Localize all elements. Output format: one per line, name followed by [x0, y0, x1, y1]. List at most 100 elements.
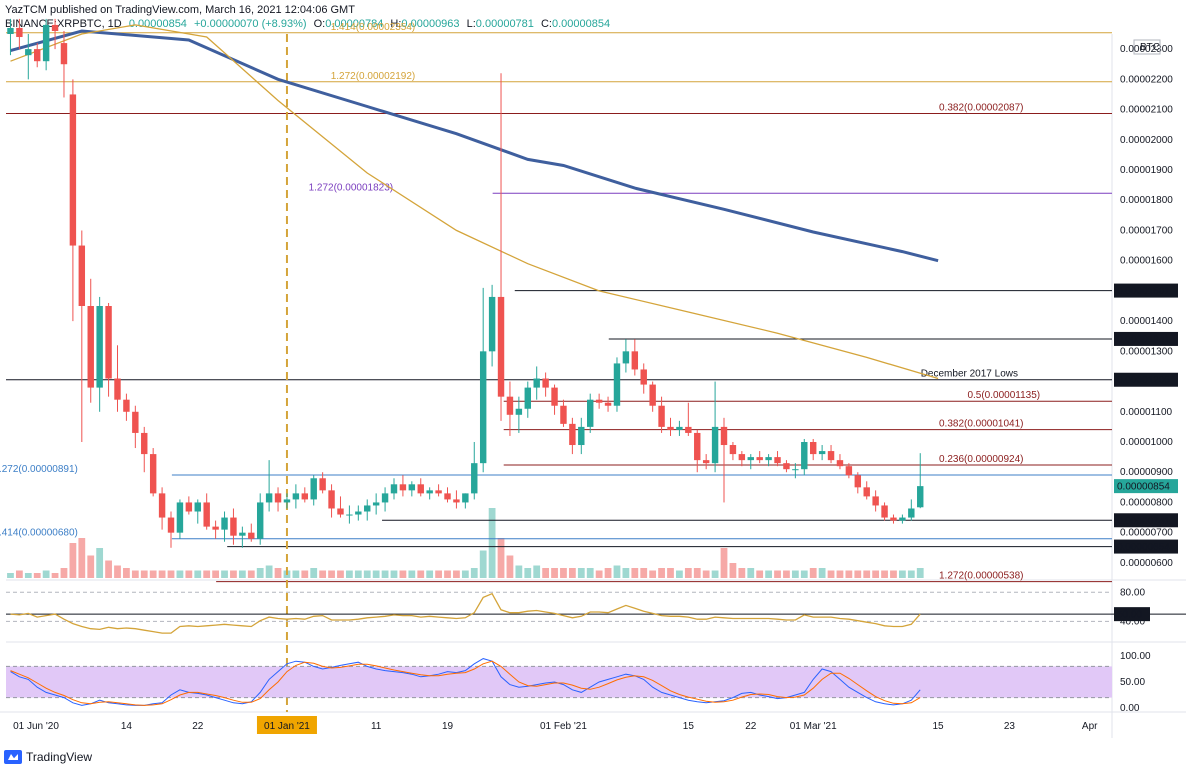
level-label: 1.414(0.00000680) [0, 528, 78, 539]
volume-bar [774, 570, 781, 578]
volume-bar [319, 570, 327, 578]
y-tick-label: 0.00000700 [1120, 528, 1173, 539]
publisher-text: YazTCM published on TradingView.com, Mar… [5, 4, 355, 16]
candle-body [676, 426, 683, 430]
candle-body [720, 426, 728, 446]
volume-bar [399, 570, 407, 578]
candle-body [729, 445, 737, 455]
volume-bar [756, 570, 764, 578]
y-tick-label: 0.00001400 [1120, 316, 1173, 327]
candle-body [167, 517, 175, 533]
candle-body [372, 502, 380, 506]
volume-bar [33, 573, 41, 578]
last-price: 0.00000854 [128, 18, 187, 30]
x-tick-label: 01 Feb '21 [540, 721, 587, 732]
candle-body [685, 426, 692, 433]
high-label: H: [390, 18, 402, 30]
candle-body [239, 532, 246, 536]
volume-bar [907, 570, 915, 578]
candle-body [176, 502, 184, 533]
candle-body [87, 306, 94, 388]
y-tick-label: 0.00001800 [1120, 195, 1173, 206]
candle-body [917, 486, 924, 508]
candle-body [123, 399, 130, 412]
price-label-box [1114, 331, 1178, 346]
candle-body [747, 457, 754, 461]
candle-body [132, 411, 139, 433]
candle-body [364, 505, 371, 512]
volume-bar [114, 565, 121, 578]
ohlc-line: BINANCE:XRPBTC, 1D 0.00000854 +0.0000007… [5, 18, 614, 30]
y-tick-label: 0.00001300 [1120, 346, 1173, 357]
volume-bar [212, 570, 219, 578]
candle-body [301, 493, 309, 500]
volume-bar [640, 568, 648, 578]
volume-bar [238, 570, 246, 578]
candle-body [702, 460, 710, 464]
volume-bar [140, 570, 148, 578]
volume-bar [899, 570, 906, 578]
candle-body [613, 363, 621, 406]
volume-bar [479, 550, 487, 578]
level-label: 0.382(0.00001041) [939, 419, 1024, 430]
candle-body [809, 442, 817, 455]
ma-100-line [10, 24, 939, 380]
candle-body [908, 508, 915, 518]
volume-bar [658, 568, 665, 578]
volume-bar [51, 573, 59, 578]
volume-bar [586, 568, 594, 578]
candle-body [899, 517, 906, 521]
volume-bar [60, 568, 68, 578]
candle-body [78, 245, 86, 306]
volume-bar [729, 563, 737, 578]
volume-bar [524, 568, 532, 578]
volume-bar [711, 570, 719, 578]
volume-bar [453, 570, 460, 578]
y-tick-label: 0.00001600 [1120, 256, 1173, 267]
candle-body [569, 423, 576, 446]
volume-bar [346, 570, 353, 578]
volume-bar [542, 568, 550, 578]
candle-body [890, 517, 897, 521]
volume-bar [203, 570, 211, 578]
volume-bar [693, 568, 701, 578]
candle-body [60, 43, 68, 65]
volume-bar [176, 570, 184, 578]
symbol-label[interactable]: BINANCE:XRPBTC, 1D [5, 18, 122, 30]
candle-body [827, 451, 835, 461]
candle-body [551, 387, 558, 406]
volume-bar [684, 568, 692, 578]
currency-box [1133, 39, 1161, 55]
high-value: 0.00000963 [401, 18, 460, 30]
candle-body [292, 493, 300, 500]
candle-body [587, 399, 594, 427]
volume-bar [461, 570, 469, 578]
candle-body [872, 496, 879, 506]
stoch-tick-label: 0.00 [1120, 703, 1140, 714]
volume-bar [863, 570, 871, 578]
x-label-box [256, 716, 317, 734]
volume-bar [676, 570, 683, 578]
candle-body [256, 502, 264, 539]
candle-body [631, 351, 639, 370]
volume-bar [328, 570, 335, 578]
volume-bar [631, 568, 639, 578]
volume-bar [256, 568, 264, 578]
candle-body [426, 490, 433, 494]
candle-body [185, 502, 193, 512]
ma-200-line [10, 29, 939, 263]
y-tick-label: 0.00002100 [1120, 105, 1173, 116]
open-label: O: [313, 18, 326, 30]
tradingview-footer: TradingView [4, 748, 92, 766]
volume-bar [372, 570, 380, 578]
y-tick-label: 0.00000800 [1120, 497, 1173, 508]
candle-body [274, 493, 282, 503]
candle-body [801, 442, 808, 470]
volume-bar [800, 570, 808, 578]
candle-body [854, 475, 862, 488]
candle-body [417, 484, 424, 494]
x-tick-label: 14 [121, 721, 133, 732]
publisher-line: YazTCM published on TradingView.com, Mar… [5, 4, 359, 16]
level-label: 0.236(0.00000924) [939, 454, 1024, 465]
